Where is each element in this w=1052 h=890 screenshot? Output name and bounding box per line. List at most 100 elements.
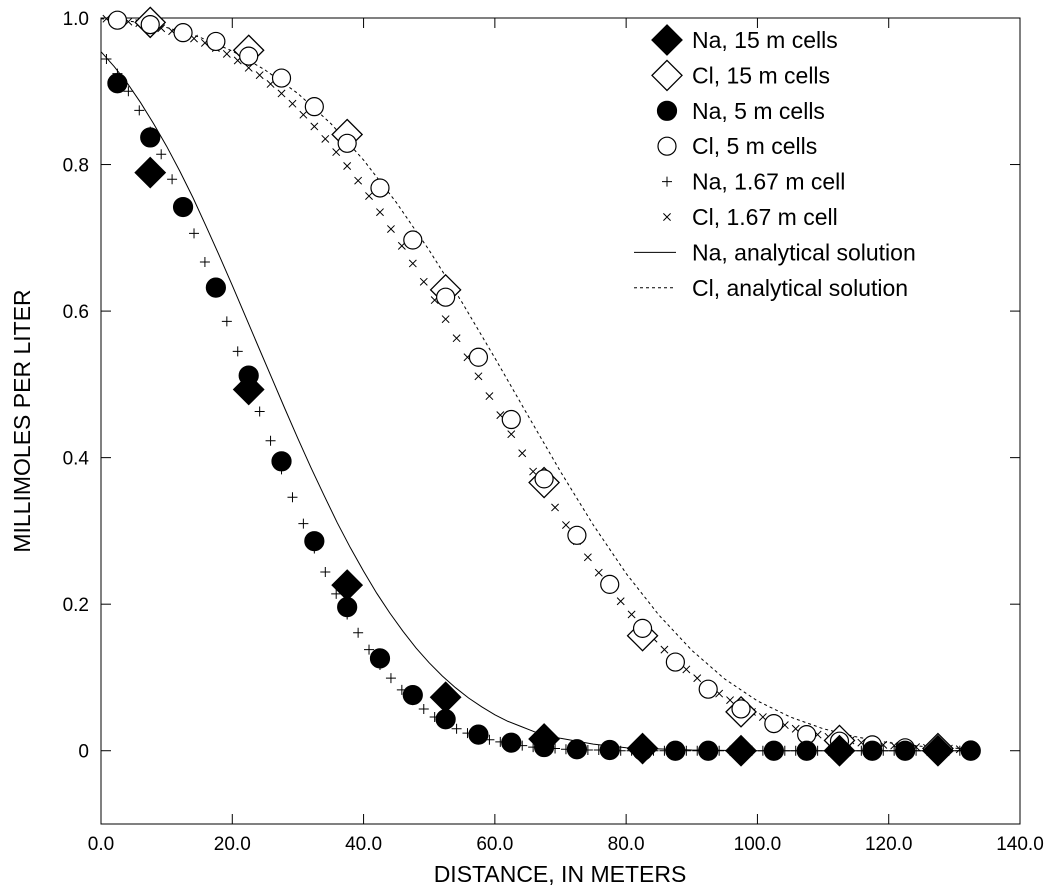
point-na-15-m-cells	[232, 373, 265, 406]
point-na-1-67-m-cell	[254, 406, 265, 417]
plot-frame	[100, 17, 1021, 825]
point-cl-1-67-m-cell	[332, 148, 341, 157]
point-cl-5-m-cells	[239, 46, 259, 66]
point-cl-1-67-m-cell	[660, 645, 669, 654]
point-na-5-m-cells	[665, 740, 686, 761]
point-cl-5-m-cells	[468, 347, 489, 367]
point-cl-1-67-m-cell	[386, 225, 395, 233]
y-axis-title: MILLIMOLES PER LITER	[9, 289, 35, 552]
legend-na-15-m-cells-swatch	[651, 24, 683, 56]
point-cl-5-m-cells	[370, 178, 390, 198]
point-cl-5-m-cells	[600, 574, 620, 594]
point-cl-1-67-m-cell	[693, 674, 702, 683]
point-cl-1-67-m-cell	[682, 665, 691, 674]
point-na-1-67-m-cell	[189, 228, 200, 239]
point-na-1-67-m-cell	[101, 54, 112, 65]
axis-ticks	[100, 17, 1021, 824]
point-cl-5-m-cells	[436, 287, 456, 307]
point-cl-5-m-cells	[403, 230, 423, 250]
point-na-5-m-cells	[862, 740, 883, 761]
point-na-1-67-m-cell	[418, 703, 429, 714]
point-cl-5-m-cells	[304, 97, 324, 117]
point-na-5-m-cells	[369, 648, 391, 669]
x-tick-label: 120.0	[865, 834, 913, 855]
point-cl-5-m-cells	[173, 23, 193, 43]
point-cl-5-m-cells	[731, 699, 751, 719]
x-tick-label: 140.0	[996, 834, 1044, 855]
point-na-5-m-cells	[271, 451, 292, 472]
point-cl-1-67-m-cell	[616, 597, 625, 606]
legend-na-1-67-m-cell-swatch	[662, 176, 672, 187]
legend-na-5-m-cells-label: Na, 5 m cells	[692, 98, 825, 124]
point-na-5-m-cells	[566, 739, 588, 760]
point-na-1-67-m-cell	[353, 627, 364, 638]
y-tick-label: 0	[78, 742, 89, 763]
point-cl-1-67-m-cell	[627, 610, 636, 619]
point-cl-1-67-m-cell	[288, 99, 297, 108]
y-tick-label: 0.6	[63, 302, 89, 323]
point-na-1-67-m-cell	[167, 174, 178, 185]
point-na-5-m-cells	[107, 73, 128, 94]
point-na-5-m-cells	[763, 740, 784, 761]
point-na-15-m-cells	[725, 734, 757, 767]
point-na-5-m-cells	[796, 740, 817, 761]
point-cl-1-67-m-cell	[255, 71, 264, 80]
point-na-5-m-cells	[172, 196, 194, 218]
legend-na-1-67-m-cell-label: Na, 1.67 m cell	[692, 169, 845, 195]
point-na-5-m-cells	[140, 127, 161, 148]
point-cl-5-m-cells	[632, 618, 653, 638]
point-na-1-67-m-cell	[287, 492, 298, 503]
y-tick-label: 0.2	[63, 595, 89, 616]
legend-na-5-m-cells-swatch	[656, 100, 678, 121]
point-na-1-67-m-cell	[232, 346, 243, 357]
point-na-15-m-cells	[331, 569, 364, 602]
point-cl-1-67-m-cell	[529, 467, 538, 476]
legend-cl-1-67-m-cell-swatch	[663, 213, 671, 221]
point-na-1-67-m-cell	[123, 86, 134, 97]
point-cl-5-m-cells	[698, 679, 718, 699]
point-cl-1-67-m-cell	[310, 122, 319, 131]
line-na-analytical-solution	[100, 51, 974, 752]
y-tick-label: 0.4	[63, 449, 90, 470]
legend-cl-15-m-cells-label: Cl, 15 m cells	[692, 62, 830, 88]
point-na-5-m-cells	[304, 531, 325, 552]
point-na-5-m-cells	[205, 277, 226, 298]
legend-na-15-m-cells-label: Na, 15 m cells	[692, 27, 838, 53]
point-cl-1-67-m-cell	[518, 449, 527, 458]
point-cl-1-67-m-cell	[321, 134, 330, 143]
point-cl-1-67-m-cell	[408, 259, 417, 268]
point-na-1-67-m-cell	[156, 149, 167, 160]
y-tick-label: 1.0	[63, 9, 89, 30]
point-na-1-67-m-cell	[364, 644, 375, 655]
point-cl-5-m-cells	[107, 10, 128, 30]
point-na-5-m-cells	[960, 740, 981, 761]
point-cl-5-m-cells	[337, 133, 357, 153]
point-cl-5-m-cells	[764, 714, 784, 734]
point-cl-1-67-m-cell	[222, 49, 231, 58]
point-cl-1-67-m-cell	[594, 568, 603, 577]
point-cl-1-67-m-cell	[299, 110, 308, 119]
point-cl-5-m-cells	[534, 469, 554, 489]
point-cl-1-67-m-cell	[376, 208, 384, 217]
axis-tick-labels: 0.0 20.0 40.0 60.0 80.0 100.0 120.0 140.0 0 0.2 0.…	[63, 9, 1044, 855]
point-cl-1-67-m-cell	[365, 192, 373, 201]
point-na-15-m-cells	[922, 734, 954, 767]
legend-na-analytical-solution-label: Na, analytical solution	[692, 239, 916, 265]
x-tick-label: 100.0	[734, 834, 782, 855]
legend-cl-5-m-cells-swatch	[657, 136, 677, 156]
legend-cl-5-m-cells-label: Cl, 5 m cells	[692, 133, 817, 159]
point-cl-5-m-cells	[271, 68, 292, 88]
point-na-15-m-cells	[429, 681, 462, 714]
point-na-1-67-m-cell	[199, 256, 210, 267]
point-cl-1-67-m-cell	[354, 176, 363, 185]
legend-cl-1-67-m-cell-label: Cl, 1.67 m cell	[692, 204, 838, 230]
point-na-1-67-m-cell	[331, 588, 342, 599]
point-na-5-m-cells	[402, 684, 423, 706]
point-cl-1-67-m-cell	[277, 89, 286, 98]
point-cl-1-67-m-cell	[419, 277, 428, 286]
point-na-1-67-m-cell	[221, 316, 232, 327]
point-cl-5-m-cells	[140, 14, 160, 35]
point-na-15-m-cells	[626, 732, 659, 765]
point-cl-1-67-m-cell	[583, 553, 592, 562]
